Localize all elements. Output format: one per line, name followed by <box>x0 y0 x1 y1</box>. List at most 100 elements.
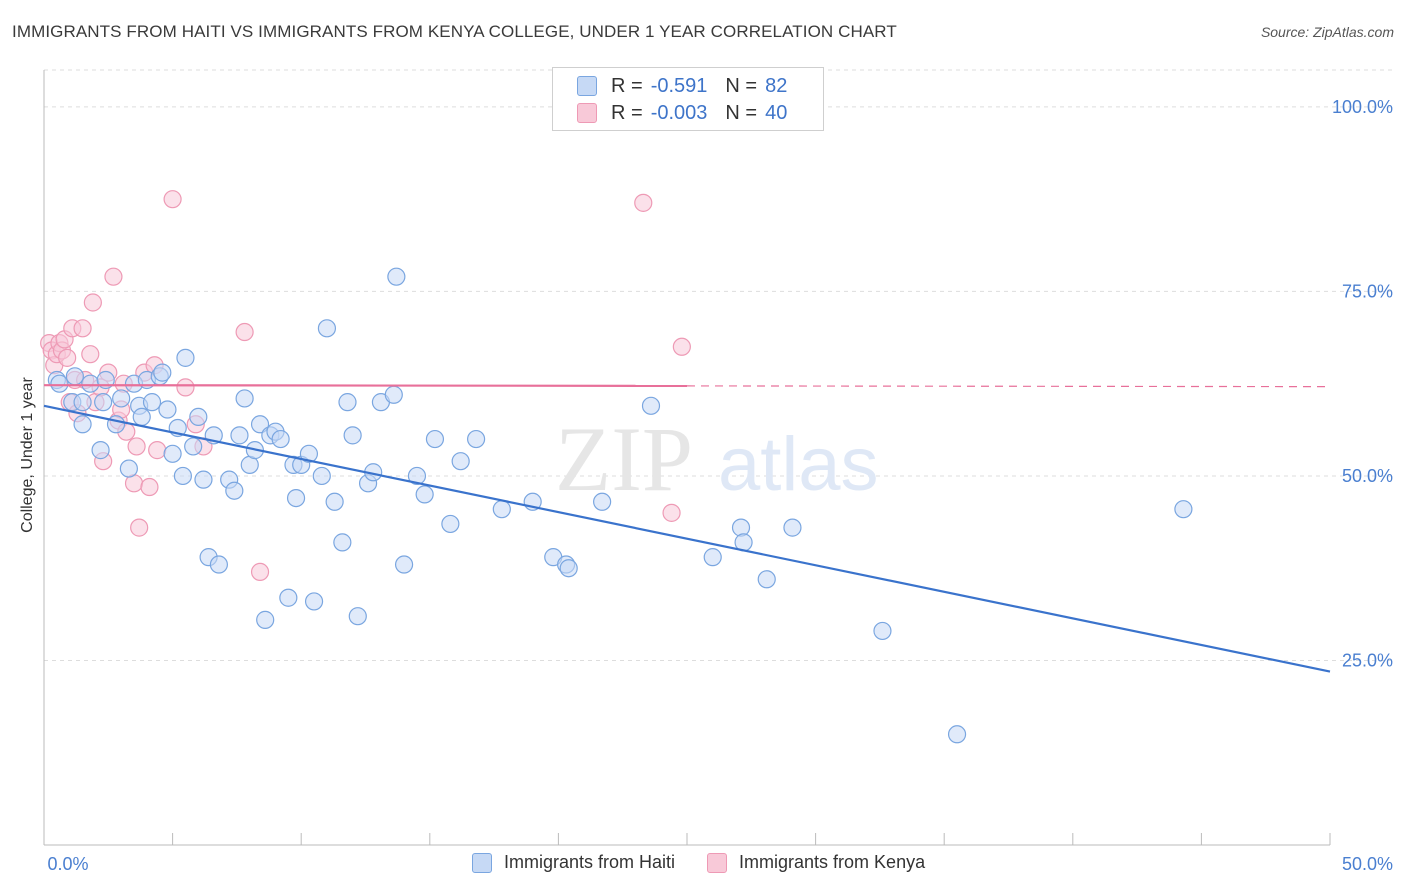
haiti-point <box>112 389 131 408</box>
tick-labels: 25.0% 50.0% 75.0% 100.0% 0.0% 50.0% <box>47 97 1393 874</box>
haiti-point <box>384 385 403 404</box>
haiti-point <box>333 533 352 552</box>
haiti-point <box>441 514 460 534</box>
haiti-point <box>106 415 126 434</box>
haiti-point <box>65 367 84 386</box>
haiti-point <box>163 444 182 463</box>
kenya-point <box>250 562 270 582</box>
kenya-points <box>40 190 691 582</box>
haiti-point <box>235 389 254 408</box>
axes <box>43 70 1331 846</box>
haiti-point <box>119 459 138 478</box>
haiti-point <box>73 415 92 434</box>
y-tick-label: 75.0% <box>1342 281 1393 301</box>
kenya-point <box>83 293 102 312</box>
y-tick-label: 100.0% <box>1332 97 1393 117</box>
kenya-point <box>73 319 92 338</box>
haiti-point <box>415 485 434 504</box>
haiti-points <box>47 267 1193 744</box>
haiti-point <box>325 492 344 511</box>
kenya-point <box>672 337 691 356</box>
haiti-point <box>173 466 192 486</box>
kenya-point <box>127 437 146 456</box>
haiti-point <box>250 415 270 434</box>
kenya-point <box>58 348 77 367</box>
n-label: N = <box>725 101 758 124</box>
kenya-swatch <box>707 852 728 873</box>
haiti-point <box>230 426 249 445</box>
haiti-point <box>873 621 892 641</box>
legend-item-kenya[interactable]: Immigrants from Kenya <box>707 852 925 873</box>
r-label: R = <box>611 101 643 124</box>
kenya-point <box>163 190 182 209</box>
haiti-point <box>343 426 362 445</box>
haiti-point <box>387 267 406 286</box>
kenya-point <box>140 477 159 497</box>
haiti-point <box>184 437 203 456</box>
legend-item-haiti[interactable]: Immigrants from Haiti <box>472 852 675 873</box>
haiti-point <box>593 492 612 511</box>
kenya-point <box>130 518 149 537</box>
kenya-swatch <box>577 103 597 123</box>
haiti-point <box>299 444 319 463</box>
haiti-point <box>91 441 110 460</box>
haiti-point <box>50 374 69 393</box>
x-tick-label: 50.0% <box>1342 854 1393 874</box>
haiti-point <box>81 374 100 393</box>
r-value: -0.591 <box>650 74 708 97</box>
kenya-point <box>235 322 254 342</box>
haiti-point <box>189 407 208 427</box>
haiti-point <box>286 488 306 508</box>
haiti-point <box>425 429 445 449</box>
haiti-swatch <box>577 76 597 96</box>
haiti-point <box>451 452 470 471</box>
n-label: N = <box>725 74 758 97</box>
r-label: R = <box>611 74 643 97</box>
correlation-legend: R = -0.591 N = 82 R = -0.003 N = 40 <box>552 67 824 131</box>
haiti-point <box>757 570 776 589</box>
y-tick-label: 50.0% <box>1342 466 1393 486</box>
y-tick-label: 25.0% <box>1342 650 1393 670</box>
legend-row-haiti: R = -0.591 N = 82 <box>577 73 787 99</box>
haiti-point <box>731 518 751 537</box>
haiti-point <box>492 500 511 519</box>
haiti-point <box>947 725 967 744</box>
haiti-point <box>1174 500 1193 519</box>
haiti-point <box>142 393 162 412</box>
haiti-point <box>338 393 357 412</box>
haiti-swatch <box>472 852 492 873</box>
haiti-trend-line <box>43 404 1331 673</box>
haiti-point <box>94 393 113 412</box>
haiti-point <box>783 518 802 537</box>
haiti-point <box>304 592 324 611</box>
legend-label-haiti: Immigrants from Haiti <box>504 852 676 872</box>
watermark-atlas: atlas <box>718 422 879 507</box>
haiti-point <box>703 548 722 567</box>
n-value: 40 <box>765 101 788 124</box>
haiti-point <box>158 400 177 419</box>
series-legend: Immigrants from Haiti Immigrants from Ke… <box>472 852 957 873</box>
grid-lines <box>44 69 1392 661</box>
haiti-point <box>132 407 151 427</box>
haiti-point <box>466 429 486 449</box>
x-tick-label: 0.0% <box>47 854 88 874</box>
legend-label-kenya: Immigrants from Kenya <box>739 852 926 872</box>
haiti-point <box>271 429 290 449</box>
kenya-point <box>176 378 195 397</box>
haiti-point <box>407 466 427 486</box>
haiti-point <box>153 363 172 382</box>
r-value: -0.003 <box>650 101 708 124</box>
haiti-point <box>641 396 661 415</box>
legend-row-kenya: R = -0.003 N = 40 <box>577 100 787 126</box>
kenya-point <box>662 503 681 522</box>
haiti-point <box>176 348 195 367</box>
source-label: Source: ZipAtlas.com <box>1260 24 1394 40</box>
kenya-point <box>634 193 653 212</box>
haiti-point <box>559 559 578 578</box>
watermark-zip: ZIP <box>555 408 693 510</box>
kenya-trend-line <box>43 384 688 388</box>
trend-lines <box>43 384 1331 673</box>
haiti-point <box>73 393 92 412</box>
kenya-trend-extension <box>686 385 1331 388</box>
